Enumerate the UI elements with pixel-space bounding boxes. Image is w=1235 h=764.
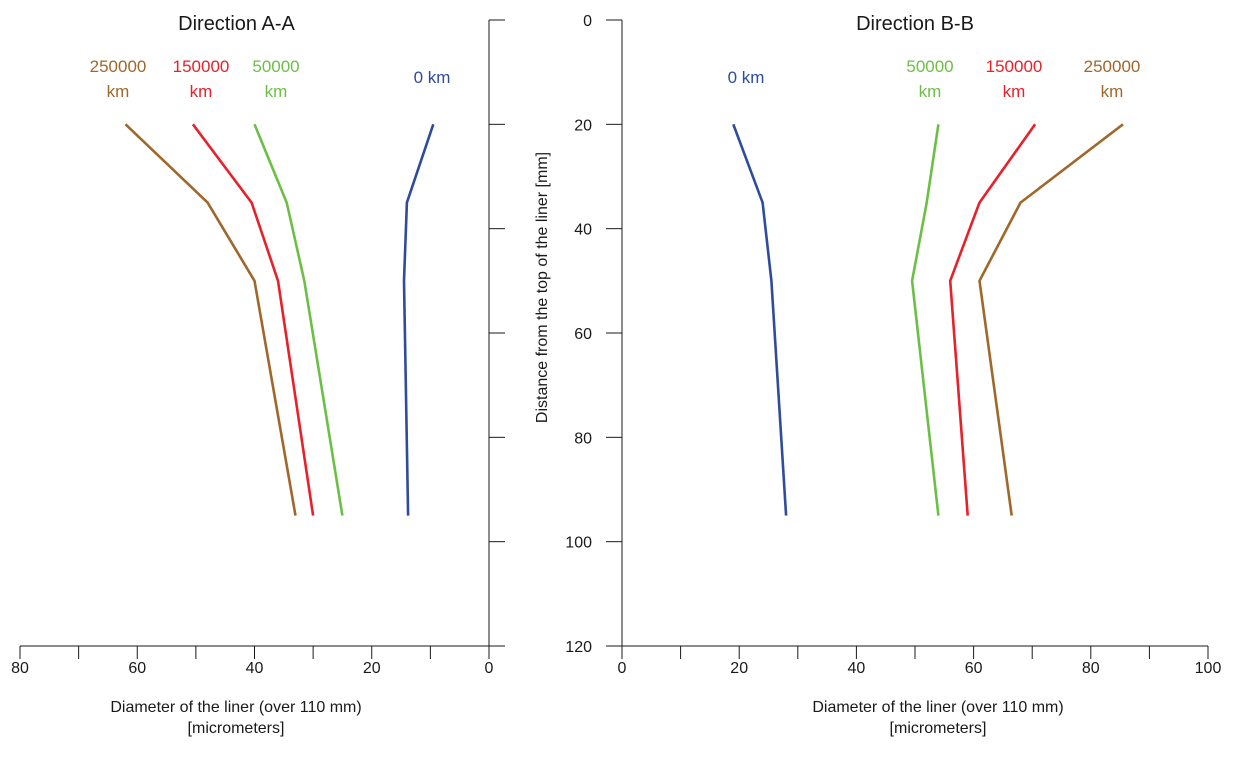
y-tick-label: 40 (574, 222, 592, 239)
series-label: 0 km (728, 68, 765, 87)
series-label: 250000 (90, 57, 147, 76)
y-axis-label: Distance from the top of the liner [mm] (534, 152, 551, 423)
series-line (191, 123, 315, 516)
x-axis-label: Diameter of the liner (over 110 mm) (110, 699, 361, 716)
series-label: km (265, 82, 288, 101)
y-tick-label: 120 (565, 639, 592, 656)
series-label: km (190, 82, 213, 101)
series-label: 250000 (1084, 57, 1141, 76)
y-tick-label: 0 (583, 13, 592, 30)
x-tick-label: 60 (128, 660, 146, 677)
series-label: 150000 (986, 57, 1043, 76)
series-label: 150000 (173, 57, 230, 76)
series-line (978, 123, 1124, 516)
x-tick-label: 40 (246, 660, 264, 677)
series-label: km (1003, 82, 1026, 101)
chart-title: Direction A-A (178, 13, 295, 35)
chart-title: Direction B-B (856, 13, 974, 35)
series-label: km (919, 82, 942, 101)
series-line (732, 123, 788, 516)
series-label: km (1101, 82, 1124, 101)
series-label: km (107, 82, 130, 101)
x-tick-label: 20 (363, 660, 381, 677)
x-tick-label: 60 (965, 660, 983, 677)
x-axis-label-units: [micrometers] (188, 720, 285, 737)
series-line (402, 123, 435, 516)
x-tick-label: 20 (730, 660, 748, 677)
x-axis-label-units: [micrometers] (890, 720, 987, 737)
y-tick-label: 60 (574, 326, 592, 343)
x-tick-label: 0 (485, 660, 494, 677)
series-line (253, 123, 344, 516)
series-line (124, 123, 297, 516)
y-tick-label: 20 (574, 117, 592, 134)
x-axis-label: Diameter of the liner (over 110 mm) (812, 699, 1063, 716)
series-line (948, 123, 1037, 516)
series-label: 50000 (906, 57, 953, 76)
series-label: 0 km (414, 68, 451, 87)
x-tick-label: 100 (1195, 660, 1222, 677)
x-tick-label: 80 (11, 660, 29, 677)
x-tick-label: 80 (1082, 660, 1100, 677)
series-label: 50000 (252, 57, 299, 76)
x-tick-label: 0 (618, 660, 627, 677)
y-tick-label: 80 (574, 430, 592, 447)
x-tick-label: 40 (848, 660, 866, 677)
y-tick-label: 100 (565, 535, 592, 552)
series-line (910, 124, 940, 516)
